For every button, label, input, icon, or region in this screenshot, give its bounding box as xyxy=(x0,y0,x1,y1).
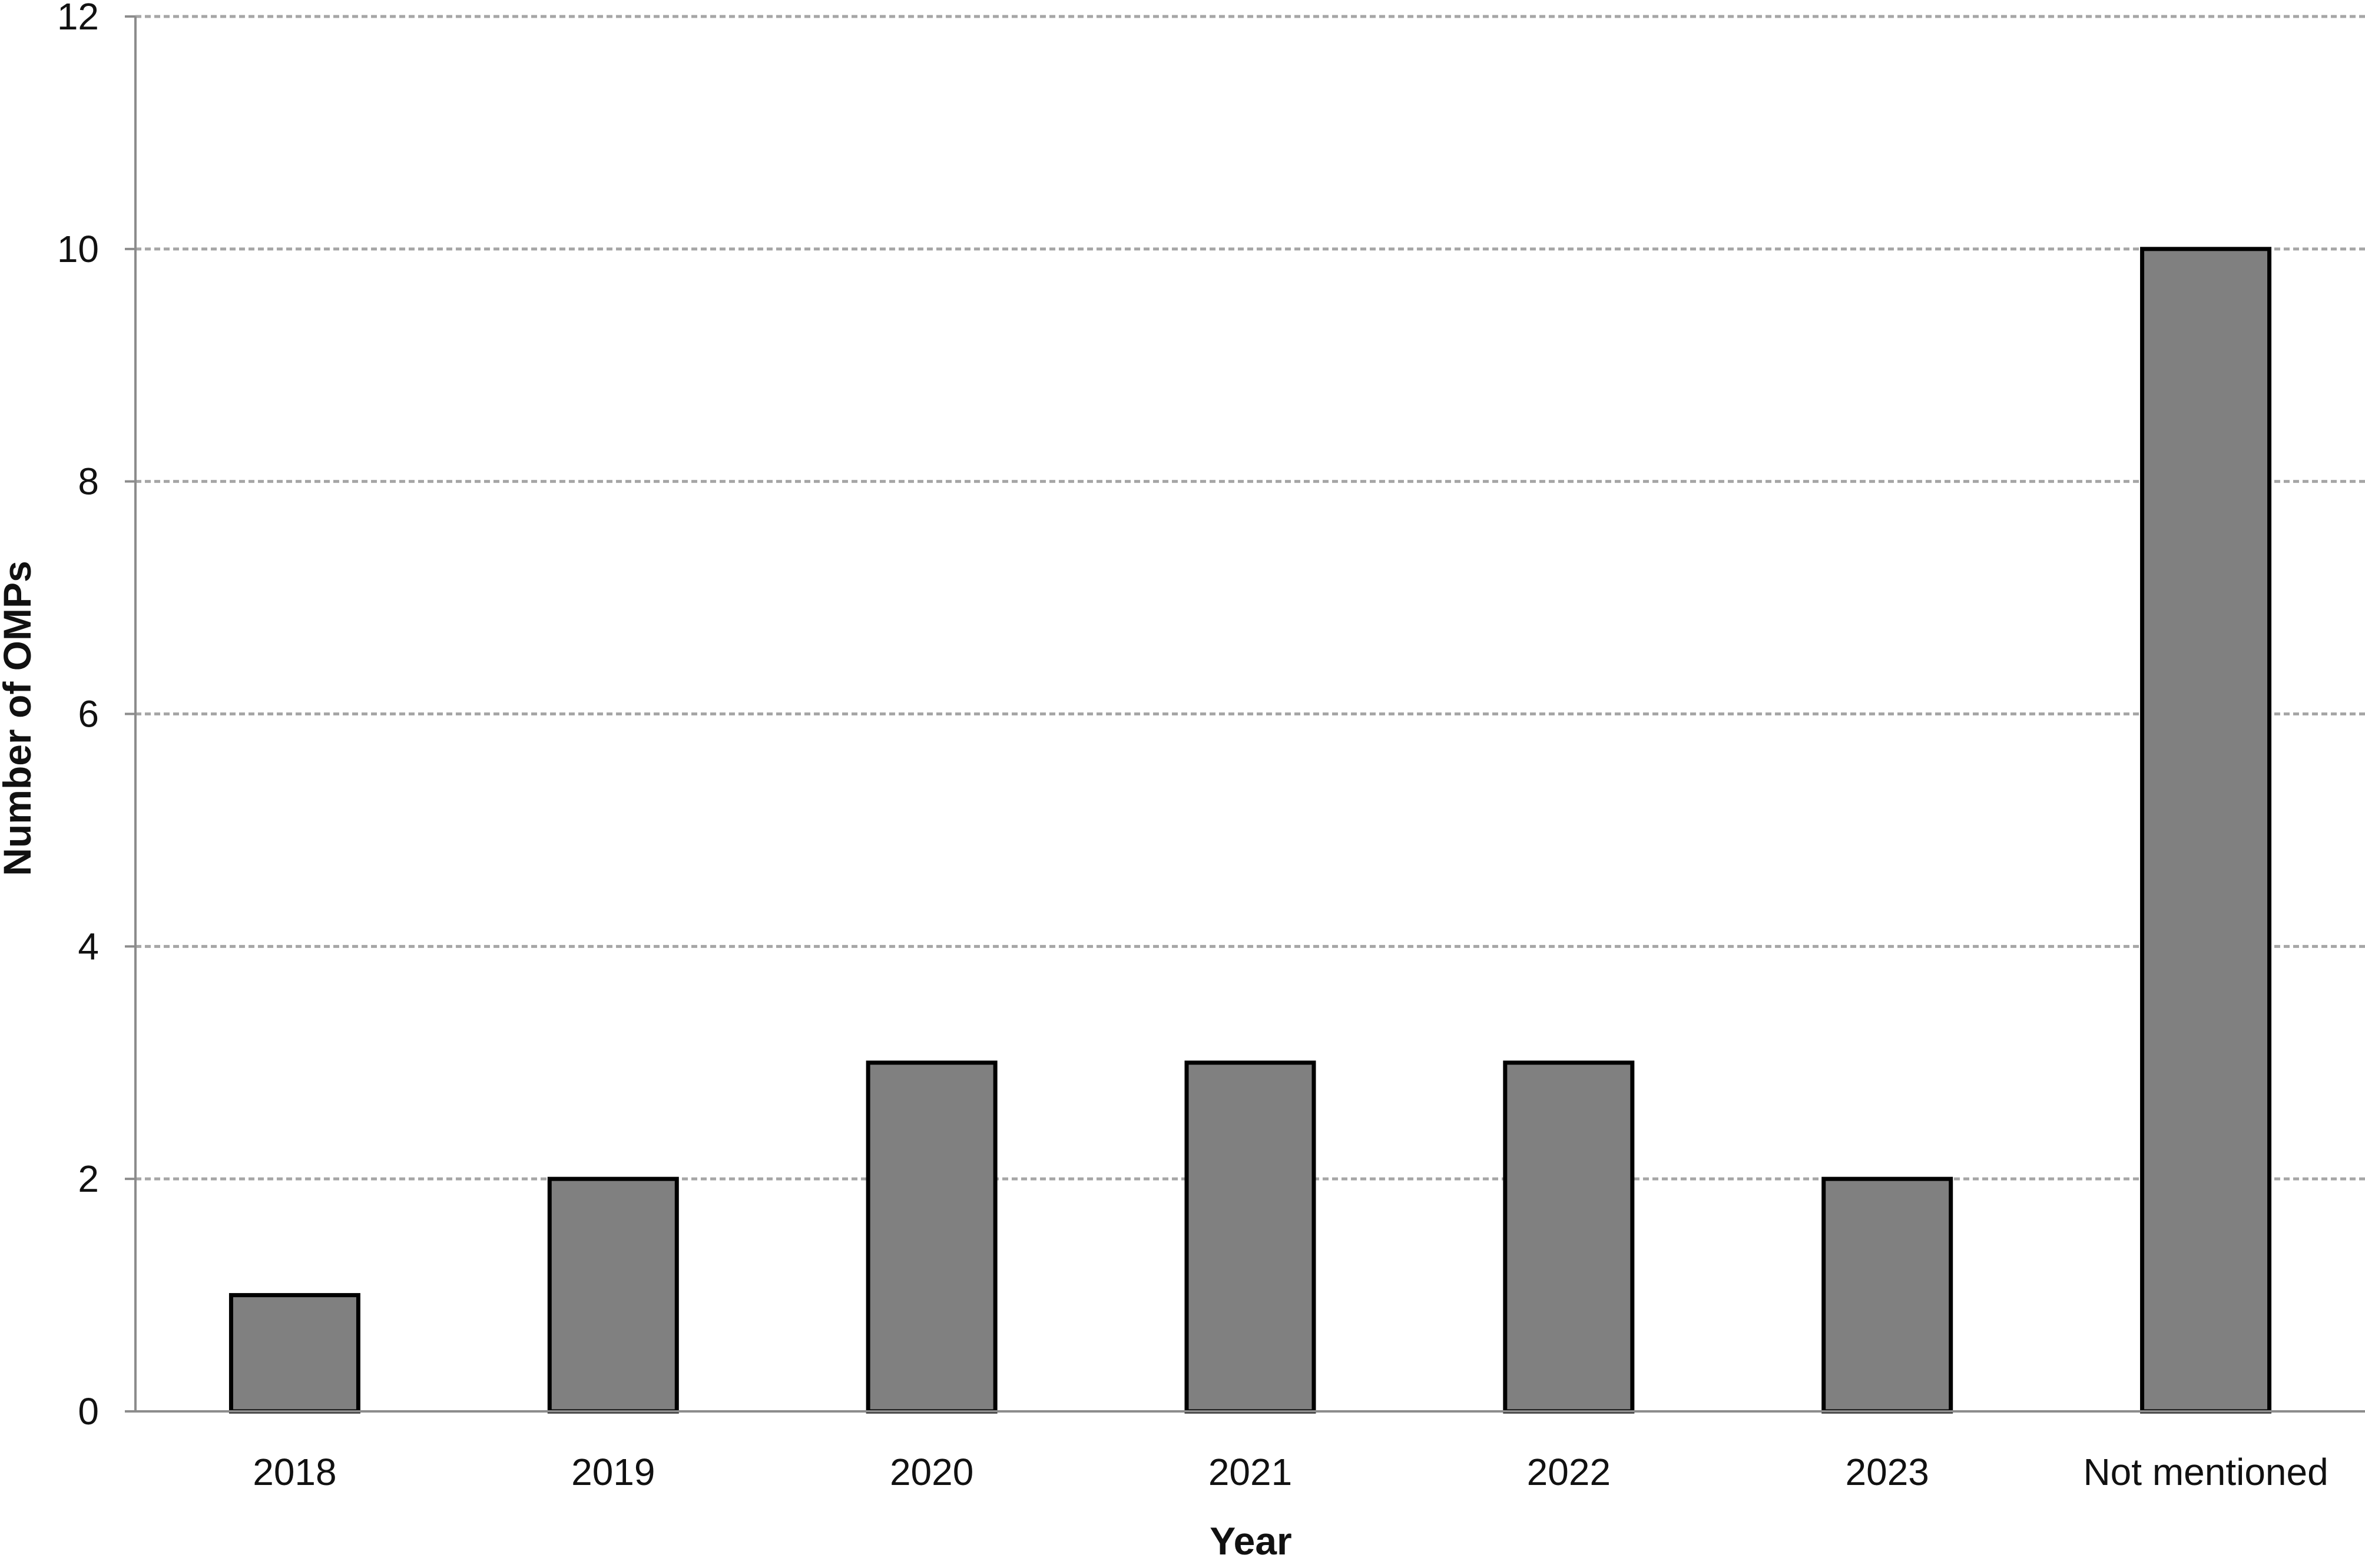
x-tick-label: 2019 xyxy=(571,1451,655,1493)
y-tick-labels: 0 2 4 6 8 10 12 xyxy=(57,0,99,1433)
x-tick-label: 2022 xyxy=(1527,1451,1611,1493)
bars xyxy=(228,247,2272,1414)
axes xyxy=(125,15,2365,1413)
y-tick-label: 12 xyxy=(57,0,99,38)
bar-2023 xyxy=(1821,1176,1953,1414)
y-tick-label: 0 xyxy=(78,1390,99,1433)
x-tick-labels: 2018 2019 2020 2021 2022 2023 Not mentioned xyxy=(253,1451,2328,1493)
gridlines xyxy=(135,15,2365,1181)
x-tick-label: Not mentioned xyxy=(2083,1451,2328,1493)
y-tick-label: 2 xyxy=(78,1158,99,1200)
y-tick-label: 10 xyxy=(57,228,99,270)
bar-2021 xyxy=(1184,1060,1316,1414)
x-tick-label: 2023 xyxy=(1846,1451,1929,1493)
y-tick-label: 8 xyxy=(78,460,99,503)
y-tick-label: 4 xyxy=(78,925,99,967)
x-tick-label: 2021 xyxy=(1208,1451,1292,1493)
bar-not-mentioned xyxy=(2140,247,2272,1414)
y-tick-label: 6 xyxy=(78,693,99,735)
x-tick-label: 2018 xyxy=(253,1451,336,1493)
bar-2019 xyxy=(547,1176,679,1414)
x-axis-title: Year xyxy=(1210,1519,1291,1563)
x-tick-label: 2020 xyxy=(890,1451,973,1493)
bar-2020 xyxy=(866,1060,998,1414)
bar-2018 xyxy=(228,1293,360,1414)
bar-2022 xyxy=(1503,1060,1635,1414)
y-axis-title: Number of OMPs xyxy=(0,561,39,876)
